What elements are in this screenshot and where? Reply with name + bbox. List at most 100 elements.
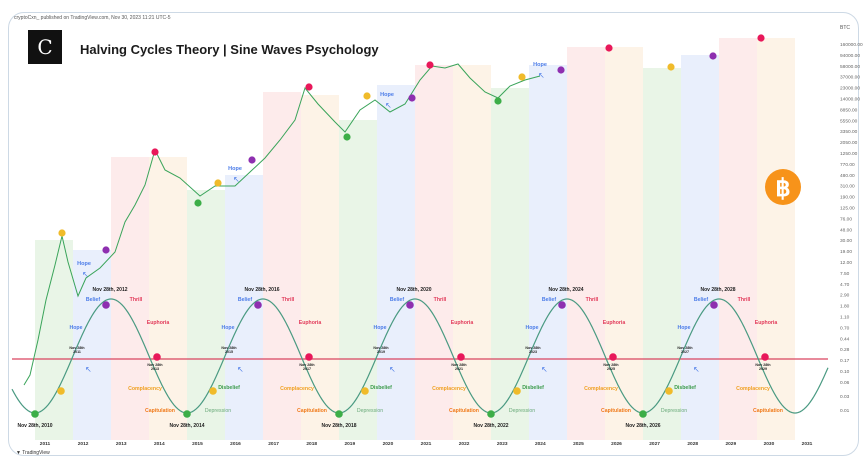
y-tick-label: 0.01	[840, 408, 850, 414]
y-tick-label: 125.00	[840, 206, 855, 212]
down-cross-date: 2013	[151, 367, 159, 371]
zone-complacency	[301, 95, 339, 440]
bottom-date-label: Nov 28th, 2026	[625, 423, 660, 429]
phase-disbelief: Disbelief	[370, 385, 392, 391]
x-tick-label: 2023	[497, 441, 508, 447]
price-dot-red	[605, 44, 613, 52]
y-tick-label: 8850.00	[840, 107, 858, 113]
phase-hope: Hope	[70, 325, 83, 331]
sine-dot-red	[305, 353, 313, 361]
sine-dot-purple	[254, 301, 262, 309]
tradingview-footer[interactable]: ▼ TradingView	[16, 450, 50, 456]
phase-euphoria: Euphoria	[755, 320, 778, 326]
price-dot-red	[151, 148, 159, 156]
price-dot-yellow	[667, 63, 675, 71]
publish-info: cryptoCxn_ published on TradingView.com,…	[14, 15, 171, 21]
zone-complacency	[453, 65, 491, 440]
up-cross-date: Nov 28th	[525, 346, 540, 350]
phase-euphoria: Euphoria	[451, 320, 474, 326]
y-tick-label: 4.70	[840, 282, 850, 288]
sine-dot-yellow	[513, 387, 521, 395]
sine-dot-red	[761, 353, 769, 361]
sine-dot-green	[487, 410, 495, 418]
zone-hope	[73, 250, 111, 440]
up-cross-date: Nov 28th	[677, 346, 692, 350]
hope-label: Hope	[533, 62, 547, 68]
arrow-icon: ↖	[85, 365, 92, 374]
phase-belief: Belief	[694, 297, 708, 303]
zone-hope	[529, 65, 567, 440]
x-tick-label: 2031	[802, 441, 813, 447]
y-tick-label: 0.03	[840, 394, 850, 400]
zone-thrill	[415, 65, 453, 440]
x-tick-label: 2018	[306, 441, 317, 447]
y-tick-label: 23000.00	[840, 86, 860, 92]
x-tick-label: 2014	[154, 441, 165, 447]
x-tick-label: 2022	[459, 441, 470, 447]
y-tick-label: 12.00	[840, 260, 852, 266]
sine-dot-green	[335, 410, 343, 418]
phase-thrill: Thrill	[130, 297, 143, 303]
phase-belief: Belief	[390, 297, 404, 303]
arrow-icon: ↖	[541, 365, 548, 374]
phase-hope: Hope	[374, 325, 387, 331]
phase-hope: Hope	[678, 325, 691, 331]
x-tick-label: 2030	[764, 441, 775, 447]
sine-dot-green	[639, 410, 647, 418]
y-tick-label: 190.00	[840, 195, 855, 201]
phase-capitulation: Capitulation	[449, 408, 479, 414]
phase-complacency: Complacency	[280, 386, 314, 392]
phase-capitulation: Capitulation	[297, 408, 327, 414]
y-tick-label: 30.00	[840, 238, 852, 244]
zone-thrill	[111, 157, 149, 440]
y-tick-label: 0.44	[840, 336, 850, 342]
zone-complacency	[605, 47, 643, 440]
price-dot-green	[194, 199, 202, 207]
price-dot-green	[494, 97, 502, 105]
phase-capitulation: Capitulation	[601, 408, 631, 414]
x-tick-label: 2013	[116, 441, 127, 447]
tradingview-label: TradingView	[22, 450, 50, 456]
sine-dot-yellow	[57, 387, 65, 395]
zone-accumulation	[643, 68, 681, 440]
x-tick-label: 2024	[535, 441, 546, 447]
down-cross-date: Nov 28th	[755, 363, 770, 367]
x-tick-label: 2011	[40, 441, 51, 447]
sine-dot-purple	[710, 301, 718, 309]
y-tick-label: 770.00	[840, 162, 855, 168]
sine-wave	[11, 298, 829, 414]
up-cross-date: 2011	[73, 350, 81, 354]
price-dot-green	[343, 133, 351, 141]
y-tick-label: 94000.00	[840, 53, 860, 59]
price-dot-purple	[408, 94, 416, 102]
down-cross-date: Nov 28th	[147, 363, 162, 367]
x-tick-label: 2020	[383, 441, 394, 447]
bottom-date-label: Nov 28th, 2022	[473, 423, 508, 429]
y-tick-label: 58000.00	[840, 64, 860, 70]
arrow-icon: ↖	[389, 365, 396, 374]
phase-hope: Hope	[222, 325, 235, 331]
price-dot-red	[305, 83, 313, 91]
top-date-label: Nov 28th, 2016	[244, 287, 279, 293]
sine-dot-yellow	[665, 387, 673, 395]
author-logo: C	[28, 30, 62, 64]
zone-hope	[377, 85, 415, 440]
price-dot-yellow	[214, 179, 222, 187]
phase-depression: Depression	[509, 408, 535, 414]
arrow-icon: ↖	[538, 71, 545, 80]
y-tick-label: 480.00	[840, 173, 855, 179]
down-cross-date: Nov 28th	[603, 363, 618, 367]
x-tick-label: 2026	[611, 441, 622, 447]
phase-euphoria: Euphoria	[147, 320, 170, 326]
x-tick-label: 2025	[573, 441, 584, 447]
arrow-icon: ↖	[385, 101, 392, 110]
x-tick-label: 2017	[268, 441, 279, 447]
chart-title: Halving Cycles Theory | Sine Waves Psych…	[80, 42, 379, 57]
down-cross-date: 2029	[759, 367, 767, 371]
sine-dot-green	[183, 410, 191, 418]
y-tick-label: 37000.00	[840, 75, 860, 81]
y-tick-label: 1.80	[840, 304, 850, 310]
phase-euphoria: Euphoria	[603, 320, 626, 326]
zone-complacency	[757, 38, 795, 440]
